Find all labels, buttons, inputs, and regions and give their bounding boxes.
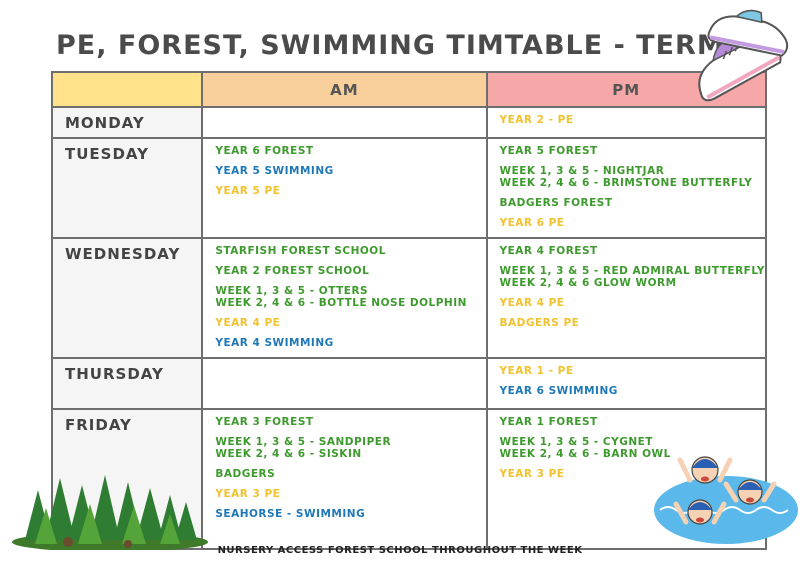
entry-text: YEAR 1 FOREST [499, 416, 598, 428]
timetable-entry: YEAR 5 SWIMMING [215, 165, 485, 177]
entry-text: YEAR 1 - PE [499, 365, 574, 377]
timetable-entry: WEEK 1, 3 & 5 - NIGHTJAR WEEK 2, 4 & 6 - … [500, 165, 766, 189]
entry-text: YEAR 5 FOREST [499, 145, 598, 157]
footer-note: NURSERY ACCESS FOREST SCHOOL THROUGHOUT … [217, 545, 583, 556]
sneakers-illustration [698, 9, 789, 102]
entry-text: WEEK 1, 3 & 5 - CYGNET [499, 436, 653, 448]
entry-text-line2: WEEK 2, 4 & 6 GLOW WORM [499, 277, 677, 289]
header-corner [50, 71, 204, 108]
timetable-entry: YEAR 5 PE [215, 185, 485, 197]
day-thursday: THURSDAY [50, 357, 204, 410]
wednesday-am: STARFISH FOREST SCHOOL YEAR 2 FOREST SCHO… [201, 237, 488, 359]
swimming-children-illustration [654, 456, 798, 544]
monday-pm: YEAR 2 - PE [485, 106, 767, 139]
timetable-entry: YEAR 2 FOREST SCHOOL [215, 265, 485, 277]
entry-text: YEAR 6 SWIMMING [499, 385, 618, 397]
entry-text: YEAR 3 FOREST [215, 416, 314, 428]
entry-text-line2: WEEK 2, 4 & 6 - BARN OWL [499, 448, 671, 460]
entry-text: YEAR 2 - PE [499, 114, 574, 126]
page-title: PE, FOREST, SWIMMING TIMTABLE - TERM 6 [56, 30, 755, 61]
entry-text: YEAR 5 SWIMMING [215, 165, 334, 177]
entry-text: YEAR 6 PE [499, 217, 565, 229]
tuesday-pm: YEAR 5 FOREST WEEK 1, 3 & 5 - NIGHTJAR WEE… [485, 137, 767, 239]
entry-text: SEAHORSE - SWIMMING [215, 508, 366, 520]
entry-text: WEEK 1, 3 & 5 - RED ADMIRAL BUTTERFLY [499, 265, 765, 277]
timetable-entry: YEAR 6 FOREST [215, 145, 485, 157]
monday-am [201, 106, 488, 139]
day-tuesday: TUESDAY [50, 137, 204, 239]
entry-text: YEAR 3 PE [499, 468, 565, 480]
timetable-entry: STARFISH FOREST SCHOOL [215, 245, 485, 257]
header-am: AM [201, 71, 488, 108]
forest-trees-illustration [12, 475, 208, 550]
timetable-entry: YEAR 4 FOREST [500, 245, 766, 257]
timetable-entry: WEEK 1, 3 & 5 - RED ADMIRAL BUTTERFLY WEE… [500, 265, 766, 289]
entry-text: YEAR 4 FOREST [499, 245, 598, 257]
entry-text: BADGERS [215, 468, 276, 480]
day-monday: MONDAY [50, 106, 204, 139]
entry-text: WEEK 1, 3 & 5 - OTTERS [215, 285, 369, 297]
timetable-entry: YEAR 4 SWIMMING [215, 337, 485, 349]
entry-text-line2: WEEK 2, 4 & 6 - BOTTLE NOSE DOLPHIN [215, 297, 467, 309]
timetable-entry: YEAR 3 PE [215, 488, 485, 500]
timetable-entry: WEEK 1, 3 & 5 - OTTERS WEEK 2, 4 & 6 - BO… [215, 285, 485, 309]
entry-text: YEAR 2 FOREST SCHOOL [215, 265, 370, 277]
entry-text: BADGERS PE [499, 317, 580, 329]
timetable-entry: YEAR 6 PE [500, 217, 766, 229]
timetable-entry: YEAR 2 - PE [500, 114, 766, 126]
entry-text: BADGERS FOREST [499, 197, 613, 209]
entry-text: YEAR 4 SWIMMING [215, 337, 334, 349]
timetable-entry: WEEK 1, 3 & 5 - CYGNET WEEK 2, 4 & 6 - BA… [500, 436, 766, 460]
timetable-entry: YEAR 1 - PE [500, 365, 766, 377]
timetable-entry: YEAR 1 FOREST [500, 416, 766, 428]
entry-text: YEAR 4 PE [215, 317, 281, 329]
entry-text-line2: WEEK 2, 4 & 6 - BRIMSTONE BUTTERFLY [499, 177, 753, 189]
timetable-entry: BADGERS [215, 468, 485, 480]
timetable-entry: YEAR 4 PE [215, 317, 485, 329]
timetable-entry: YEAR 3 PE [500, 468, 766, 480]
wednesday-pm: YEAR 4 FOREST WEEK 1, 3 & 5 - RED ADMIRAL… [485, 237, 767, 359]
entry-text: STARFISH FOREST SCHOOL [215, 245, 386, 257]
tuesday-am: YEAR 6 FOREST YEAR 5 SWIMMING YEAR 5 PE [201, 137, 488, 239]
timetable-entry: YEAR 6 SWIMMING [500, 385, 766, 397]
thursday-am [201, 357, 488, 410]
timetable-entry: YEAR 4 PE [500, 297, 766, 309]
timetable-entry: YEAR 5 FOREST [500, 145, 766, 157]
entry-text: WEEK 1, 3 & 5 - SANDPIPER [215, 436, 392, 448]
entry-text: YEAR 3 PE [215, 488, 281, 500]
timetable-entry: SEAHORSE - SWIMMING [215, 508, 485, 520]
entry-text: YEAR 6 FOREST [215, 145, 314, 157]
entry-text-line2: WEEK 2, 4 & 6 - SISKIN [215, 448, 362, 460]
entry-text: WEEK 1, 3 & 5 - NIGHTJAR [499, 165, 665, 177]
timetable-entry: BADGERS FOREST [500, 197, 766, 209]
thursday-pm: YEAR 1 - PE YEAR 6 SWIMMING [485, 357, 767, 410]
timetable-entry: YEAR 3 FOREST [215, 416, 485, 428]
entry-text: YEAR 4 PE [499, 297, 565, 309]
timetable-entry: WEEK 1, 3 & 5 - SANDPIPER WEEK 2, 4 & 6 -… [215, 436, 485, 460]
entry-text: YEAR 5 PE [215, 185, 281, 197]
friday-am: YEAR 3 FOREST WEEK 1, 3 & 5 - SANDPIPER WE… [201, 408, 488, 550]
timetable-entry: BADGERS PE [500, 317, 766, 329]
day-wednesday: WEDNESDAY [50, 237, 204, 359]
